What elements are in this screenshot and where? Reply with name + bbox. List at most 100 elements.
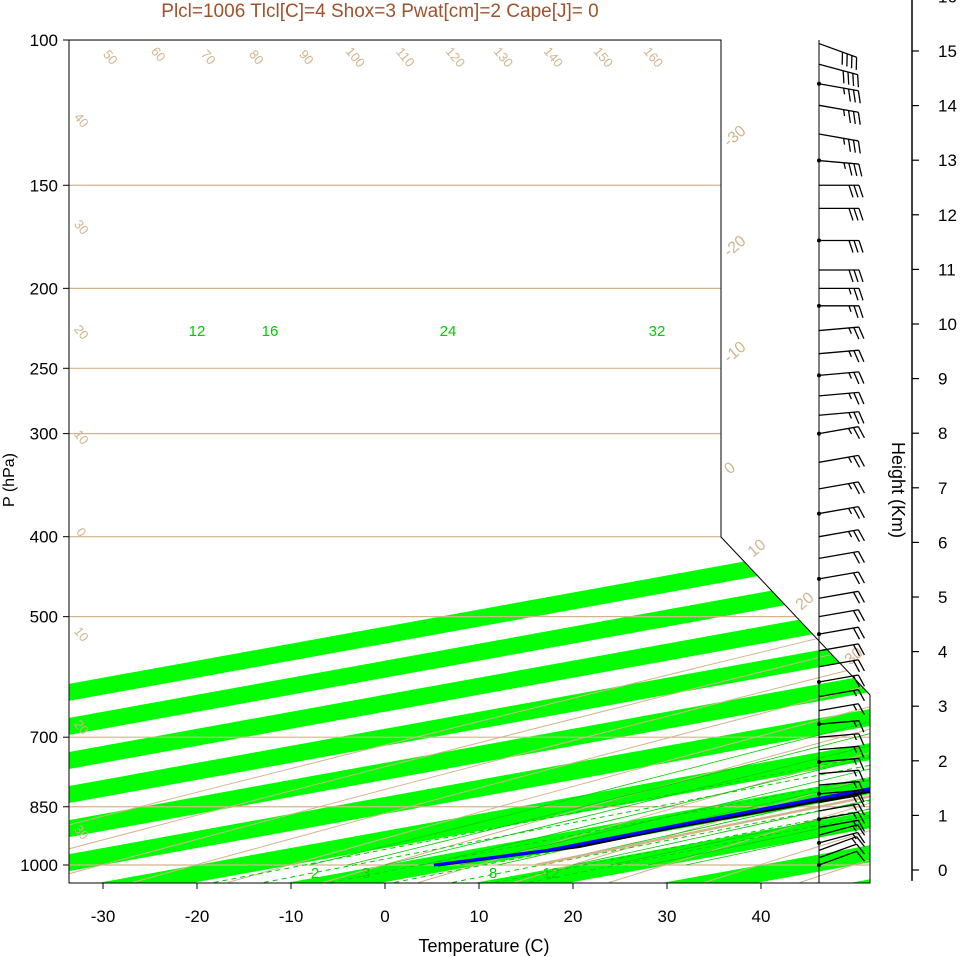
y-tick-label: 150 [30, 176, 58, 195]
mixing-ratio-label: 3 [362, 865, 370, 882]
wind-barb [818, 590, 865, 604]
x-axis-label: Temperature (C) [418, 936, 549, 956]
isotherm-label: -30 [721, 123, 750, 151]
theta-label: 0 [73, 525, 89, 540]
x-tick-label: 0 [380, 907, 389, 926]
y-tick-label: 250 [30, 359, 58, 378]
wind-barb [818, 789, 865, 803]
moist-adiabat [422, 287, 870, 866]
moist-adiabat [309, 287, 870, 866]
theta-label: 50 [100, 47, 121, 68]
wind-barb [818, 689, 865, 702]
x-tick-label: 10 [470, 907, 489, 926]
wind-barb [819, 287, 864, 301]
dry-adiabat [132, 40, 870, 883]
dry-adiabat [322, 40, 870, 883]
wind-barb [818, 819, 865, 832]
height-tick-label: 5 [938, 588, 947, 607]
wind-level-dot [817, 817, 821, 822]
y-tick-label: 1000 [20, 856, 58, 875]
wind-level-dot [817, 576, 821, 581]
x-tick-label: -20 [185, 907, 210, 926]
wind-barb [818, 481, 865, 495]
x-tick-label: 20 [564, 907, 583, 926]
y-tick-label: 300 [30, 425, 58, 444]
isotherm-label: 0 [721, 459, 739, 478]
x-tick-label: -10 [279, 907, 304, 926]
wind-barb [818, 42, 858, 70]
y-axis-label: P (hPa) [1, 453, 18, 507]
mixing-ratio-label: 32 [649, 323, 666, 340]
mixing-ratio-label: 16 [262, 323, 279, 340]
wind-barb [818, 850, 865, 866]
wind-level-dot [817, 238, 821, 243]
dry-adiabat [69, 40, 870, 883]
temperature-band [473, 40, 870, 883]
isotherm-label: 20 [793, 589, 818, 614]
theta-label: 70 [198, 47, 219, 68]
theta-label: 100 [343, 44, 368, 70]
temperature-band [69, 40, 870, 883]
height-tick-label: 4 [938, 643, 947, 662]
x-tick-label: -30 [91, 907, 116, 926]
temperature-band [69, 40, 870, 883]
wind-barb [819, 207, 864, 221]
mixing-ratio-label: 8 [489, 865, 497, 882]
wind-barb [818, 104, 861, 125]
wind-barb [818, 720, 865, 733]
wind-barb [818, 529, 865, 543]
temperature-band [69, 40, 870, 883]
height-axis: 012345678910111213141516 [911, 0, 957, 881]
wind-barb [818, 133, 861, 154]
wind-barb [819, 184, 864, 198]
isotherm-label: 30 [842, 644, 867, 669]
y-tick-label: 500 [30, 608, 58, 627]
wind-level-dot [817, 303, 821, 308]
theta-label: 40 [71, 110, 92, 131]
y-tick-label: 400 [30, 528, 58, 547]
y-tick-label: 100 [30, 31, 58, 50]
height-tick-label: 8 [938, 424, 947, 443]
wind-barb [818, 83, 861, 104]
height-tick-label: 11 [938, 260, 956, 279]
height-axis-label: Height (Km) [888, 442, 908, 538]
x-tick-label: 40 [752, 907, 771, 926]
wind-level-dot [817, 431, 821, 436]
temperature-bands [69, 40, 870, 883]
wind-level-dot [817, 863, 821, 867]
theta-label: 160 [641, 44, 666, 70]
wind-barb [819, 239, 864, 253]
wind-barb [818, 643, 865, 657]
moist-adiabat [460, 287, 870, 866]
wind-barb [819, 305, 864, 319]
wind-level-dot [817, 373, 821, 378]
height-tick-label: 15 [938, 42, 957, 61]
wind-barb [818, 626, 865, 640]
plot-border [68, 39, 871, 884]
height-tick-label: 12 [938, 206, 957, 225]
height-tick-label: 9 [938, 370, 947, 389]
theta-label: 120 [443, 44, 468, 70]
theta-label: 10 [71, 427, 92, 448]
wind-barb [818, 824, 866, 836]
wind-barb [818, 371, 865, 385]
dry-adiabat [227, 40, 870, 883]
height-tick-label: 7 [938, 479, 947, 498]
moist-adiabat [384, 287, 870, 866]
wind-barb [818, 836, 865, 851]
isotherm-label: -20 [721, 233, 750, 261]
y-tick-label: 200 [30, 279, 58, 298]
wind-barb [818, 426, 865, 439]
wind-level-dot [817, 759, 821, 764]
mixing-ratio-label: 24 [440, 323, 457, 340]
wind-level-dot [817, 511, 821, 516]
wind-level-dot [817, 791, 821, 796]
wind-barb [818, 411, 865, 425]
mixing-ratio-line [528, 536, 870, 883]
theta-label: 90 [296, 47, 317, 68]
wind-barb [818, 505, 865, 519]
mixing-ratio-label: 12 [189, 323, 206, 340]
mixing-ratio-line [494, 536, 870, 883]
height-tick-label: 1 [938, 806, 947, 825]
wind-barb [818, 831, 866, 844]
